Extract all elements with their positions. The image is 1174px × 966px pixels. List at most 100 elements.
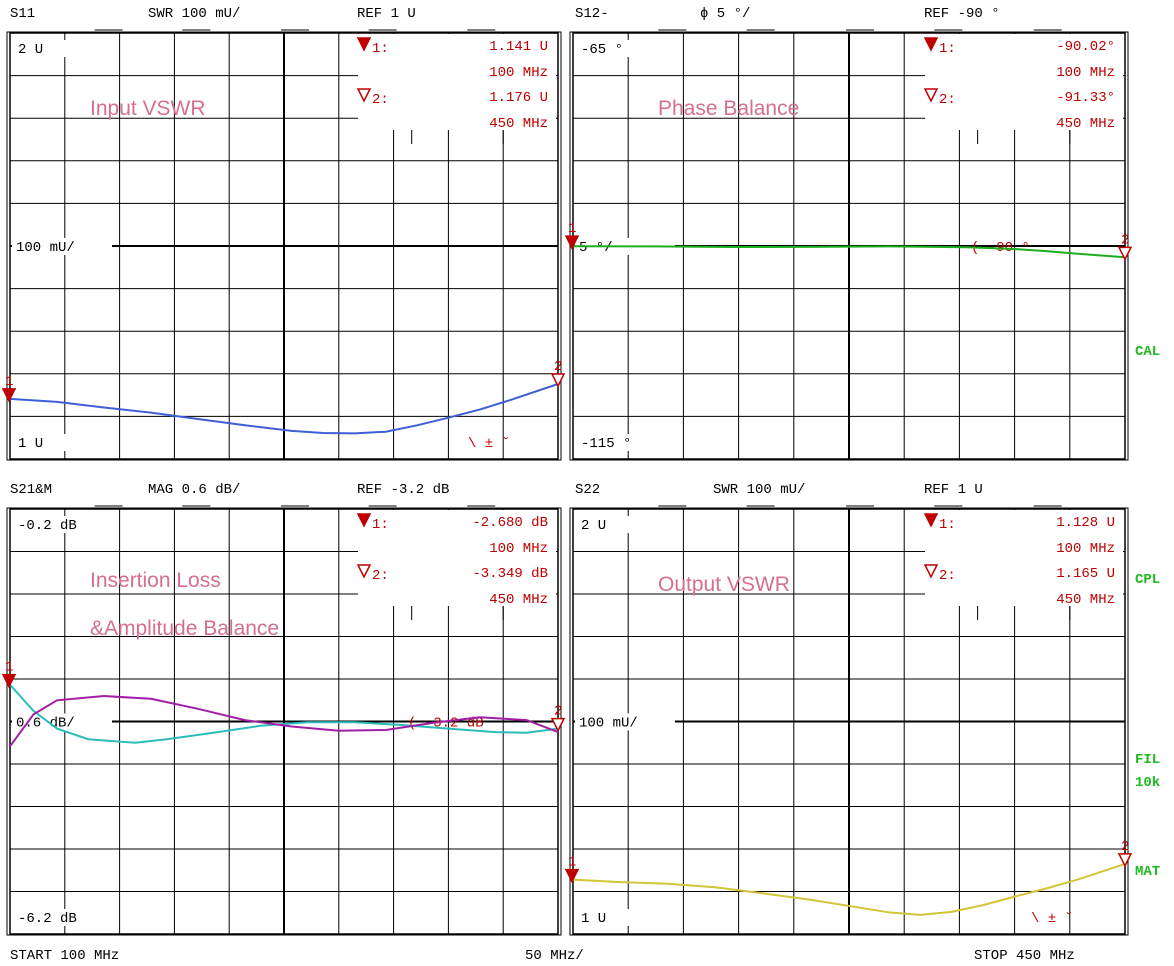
header-param: S12- (575, 6, 609, 22)
marker-readout-box (925, 510, 1123, 606)
label-bg (14, 40, 80, 57)
label-bg (577, 516, 643, 533)
bottom-scale-label: -6.2 dB (18, 911, 77, 927)
marker-readout-box (358, 34, 556, 130)
marker-2-value: -3.349 dB (472, 566, 548, 582)
trace-marker-1-label: 1 (568, 221, 576, 237)
top-scale-label: 2 U (18, 42, 43, 58)
header-param: S11 (10, 6, 35, 22)
marker-2-value: 1.176 U (489, 90, 548, 106)
side-status-label: CAL (1135, 344, 1160, 360)
trace-marker-1-label: 1 (5, 660, 13, 676)
trace-s21-0 (9, 684, 559, 744)
plot-frame-outer (6, 31, 562, 461)
label-bg (14, 516, 80, 533)
marker-2-number: 2: (372, 92, 389, 108)
marker-2-number: 2: (372, 568, 389, 584)
bottom-status-glyph: \ ± ˘ (1031, 910, 1073, 927)
side-status-label: CPL (1135, 572, 1160, 588)
header-scale: SWR 100 mU/ (713, 482, 805, 498)
trace-s22-0 (572, 862, 1126, 916)
trace-marker-2-label: 2 (554, 704, 562, 720)
trace-marker-1 (1, 673, 17, 689)
marker-2-freq: 450 MHz (489, 116, 548, 132)
trace-marker-2-label: 2 (554, 359, 562, 375)
marker-1-value: -90.02° (1056, 39, 1115, 55)
marker-1-number: 1: (372, 517, 389, 533)
marker-readout-box (358, 510, 556, 606)
sweep-span-label: 50 MHz/ (525, 948, 584, 964)
trace-s12-0 (572, 245, 1126, 259)
side-status-label: 10k (1135, 775, 1160, 791)
trace-marker-2 (1117, 246, 1133, 262)
chart-s21: S21&M MAG 0.6 dB/REF -3.2 dB1: -2.680 dB10… (1, 482, 566, 936)
header-ref: REF -90 ° (924, 6, 1000, 22)
ref-scale-label: 0.6 dB/ (16, 716, 75, 732)
grid (573, 509, 1125, 934)
header-param: S22 (575, 482, 600, 498)
label-bg (14, 434, 90, 451)
ref-scale-label: 100 mU/ (16, 240, 75, 256)
header-scale: SWR 100 mU/ (148, 6, 240, 22)
marker-2-legend-icon (356, 564, 372, 579)
label-bg (12, 713, 112, 731)
plot-frame-outer (569, 31, 1129, 461)
trace-marker-2 (550, 373, 566, 388)
annotation-label: &Amplitude Balance (90, 617, 279, 640)
header-ref: REF 1 U (357, 6, 416, 22)
header-ref: REF 1 U (924, 482, 983, 498)
top-scale-label: 2 U (581, 518, 606, 534)
marker-1-freq: 100 MHz (489, 541, 548, 557)
side-status-label: MAT (1135, 864, 1160, 880)
label-bg (577, 909, 653, 926)
header-scale: MAG 0.6 dB/ (148, 482, 240, 498)
marker-2-legend-icon (923, 564, 939, 579)
bottom-scale-label: 1 U (18, 436, 43, 452)
header-scale: ϕ 5 °/ (700, 6, 750, 22)
trace-marker-1 (564, 868, 580, 884)
marker-1-freq: 100 MHz (1056, 541, 1115, 557)
annotation-label: Insertion Loss (90, 569, 221, 592)
annotation-label: Phase Balance (658, 97, 799, 120)
label-bg (14, 909, 90, 926)
marker-1-freq: 100 MHz (1056, 65, 1115, 81)
marker-1-freq: 100 MHz (489, 65, 548, 81)
trace-s21-1 (9, 694, 559, 747)
marker-2-value: -91.33° (1056, 90, 1115, 106)
bottom-scale-label: 1 U (581, 911, 606, 927)
label-bg (12, 238, 112, 255)
annotation-label: Input VSWR (90, 97, 206, 120)
label-bg (577, 40, 643, 57)
marker-1-legend-icon (356, 37, 372, 52)
trace-marker-1 (1, 388, 17, 403)
marker-2-number: 2: (939, 568, 956, 584)
marker-2-freq: 450 MHz (489, 592, 548, 608)
header-ref: REF -3.2 dB (357, 482, 449, 498)
chart-s22: S22 SWR 100 mU/REF 1 U 1: 1.128 U 100 MHz 2: 1… (564, 482, 1133, 936)
sweep-stop-label: STOP 450 MHz (974, 948, 1075, 964)
trace-s11-0 (9, 383, 559, 435)
marker-1-value: -2.680 dB (472, 515, 548, 531)
marker-2-legend-icon (923, 88, 939, 103)
chart-s11: S11 SWR 100 mU/REF 1 U 1: 1.141 U 100 MHz 2: 1… (1, 6, 566, 461)
marker-2-freq: 450 MHz (1056, 116, 1115, 132)
side-status-label: FIL (1135, 752, 1160, 768)
marker-2-number: 2: (939, 92, 956, 108)
label-bg (577, 434, 653, 451)
marker-1-legend-icon (923, 513, 939, 528)
bottom-scale-label: -115 ° (581, 436, 631, 452)
marker-1-value: 1.141 U (489, 39, 548, 55)
top-scale-label: -0.2 dB (18, 518, 77, 534)
plot-frame-outer (569, 507, 1129, 936)
annotation-label: Output VSWR (658, 573, 790, 596)
marker-1-number: 1: (939, 41, 956, 57)
sweep-start-label: START 100 MHz (10, 948, 119, 964)
marker-1-legend-icon (356, 513, 372, 528)
marker-1-number: 1: (372, 41, 389, 57)
ref-scale-label: 100 mU/ (579, 716, 638, 732)
ref-scale-label: 5 °/ (579, 240, 613, 256)
trace-marker-2 (1117, 853, 1133, 868)
trace-marker-1 (564, 235, 580, 250)
bottom-status-glyph: \ ± ˘ (468, 435, 510, 452)
marker-readout-box (925, 34, 1123, 130)
